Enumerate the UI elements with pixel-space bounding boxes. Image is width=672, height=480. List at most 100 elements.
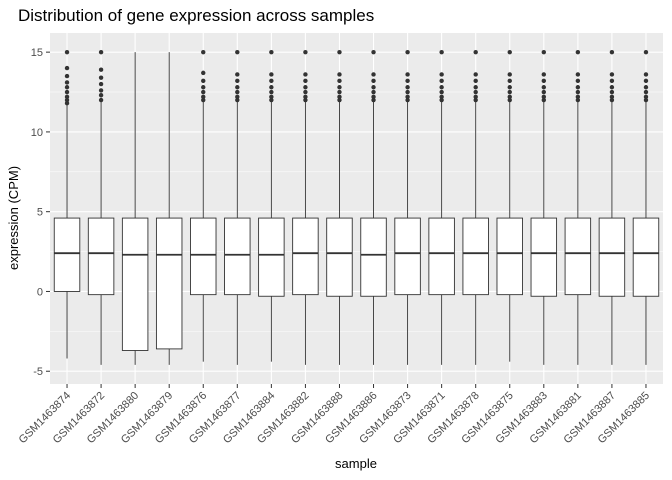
outlier-point [235, 89, 240, 95]
outlier-point [609, 49, 615, 55]
outlier-point [609, 85, 615, 90]
outlier-point [98, 97, 104, 103]
y-tick-label: 10 [31, 127, 43, 139]
outlier-point [541, 89, 547, 95]
outlier-point [371, 78, 376, 84]
box-iqr [292, 217, 319, 296]
box-GSM1463872 [87, 49, 115, 365]
box-iqr [394, 217, 421, 296]
outlier-point [201, 85, 206, 90]
outlier-point [64, 65, 70, 71]
outlier-point [98, 67, 104, 72]
outlier-point [201, 70, 206, 76]
outlier-point [235, 49, 240, 55]
outlier-point [575, 97, 581, 103]
outlier-point [337, 89, 342, 95]
outlier-point [541, 72, 547, 77]
box-iqr [564, 217, 592, 296]
box-iqr [155, 217, 183, 350]
outlier-point [98, 81, 104, 87]
outlier-point [405, 49, 410, 55]
box-GSM1463884 [258, 49, 285, 362]
outlier-point [201, 78, 206, 84]
box-GSM1463878 [462, 49, 489, 365]
outlier-point [64, 101, 70, 106]
outlier-point [64, 49, 70, 55]
outlier-point [439, 94, 444, 100]
outlier-point [405, 89, 410, 95]
box-iqr [496, 217, 523, 296]
box-GSM1463879 [155, 52, 183, 365]
outlier-point [269, 85, 274, 90]
box-GSM1463885 [632, 49, 660, 365]
box-iqr [326, 217, 353, 297]
outlier-point [575, 72, 581, 77]
outlier-point [98, 49, 104, 55]
box-iqr [598, 217, 626, 297]
outlier-point [303, 97, 308, 103]
box-GSM1463876 [190, 49, 217, 362]
outlier-point [643, 97, 649, 103]
outlier-point [473, 94, 478, 100]
outlier-point [201, 97, 206, 103]
outlier-point [643, 89, 649, 95]
box-iqr [53, 217, 81, 292]
box-GSM1463877 [224, 49, 251, 365]
outlier-point [303, 94, 308, 100]
box-GSM1463882 [292, 49, 319, 365]
outlier-point [609, 89, 615, 95]
outlier-point [473, 85, 478, 90]
box-iqr [462, 217, 489, 296]
outlier-point [337, 94, 342, 100]
outlier-point [201, 89, 206, 95]
outlier-point [507, 94, 512, 100]
outlier-point [507, 78, 512, 84]
outlier-point [439, 97, 444, 103]
outlier-point [269, 97, 274, 103]
outlier-point [507, 97, 512, 103]
outlier-point [303, 49, 308, 55]
outlier-point [439, 78, 444, 84]
y-tick-label: 0 [37, 286, 43, 298]
outlier-point [541, 49, 547, 55]
outlier-point [643, 78, 649, 84]
outlier-point [303, 89, 308, 95]
outlier-point [235, 72, 240, 77]
outlier-point [235, 97, 240, 103]
outlier-point [235, 94, 240, 100]
outlier-point [575, 85, 581, 90]
outlier-point [303, 85, 308, 90]
outlier-point [507, 89, 512, 95]
box-iqr [121, 217, 149, 351]
outlier-point [235, 85, 240, 90]
outlier-point [405, 78, 410, 84]
outlier-point [64, 97, 70, 103]
box-GSM1463888 [326, 49, 353, 365]
outlier-point [643, 85, 649, 90]
outlier-point [269, 72, 274, 77]
outlier-point [541, 78, 547, 84]
outlier-point [371, 72, 376, 77]
outlier-point [303, 78, 308, 84]
box-iqr [224, 217, 251, 296]
box-iqr [632, 217, 660, 297]
outlier-point [507, 85, 512, 90]
box-GSM1463887 [598, 49, 626, 365]
outlier-point [337, 97, 342, 103]
outlier-point [201, 94, 206, 100]
outlier-point [643, 72, 649, 77]
x-axis: GSM1463874GSM1463872GSM1463880GSM1463879… [17, 384, 652, 446]
outlier-point [64, 73, 70, 79]
chart-title: Distribution of gene expression across s… [18, 6, 375, 25]
outlier-point [303, 72, 308, 77]
outlier-point [371, 97, 376, 103]
outlier-point [541, 97, 547, 103]
outlier-point [201, 49, 206, 55]
outlier-point [575, 49, 581, 55]
outlier-point [507, 72, 512, 77]
outlier-point [473, 97, 478, 103]
outlier-point [643, 94, 649, 100]
outlier-point [98, 88, 104, 93]
outlier-point [575, 94, 581, 100]
